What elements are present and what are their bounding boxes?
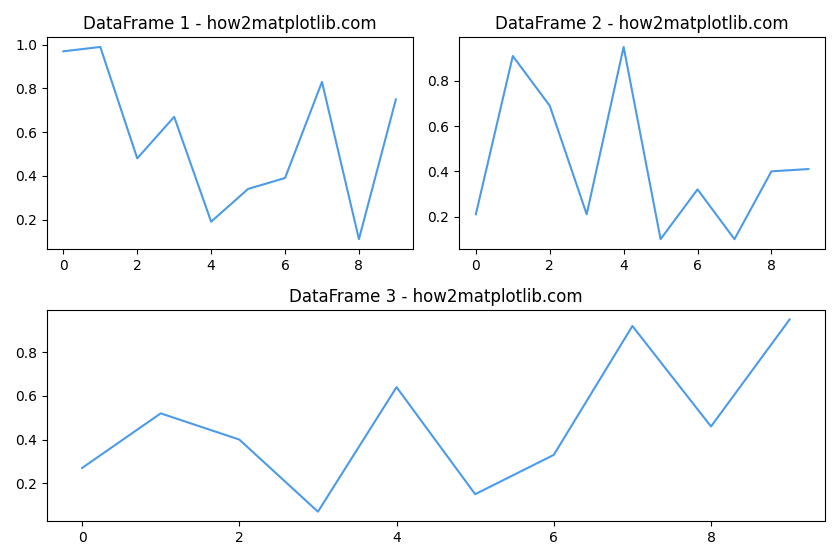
Title: DataFrame 2 - how2matplotlib.com: DataFrame 2 - how2matplotlib.com (496, 15, 789, 33)
Title: DataFrame 3 - how2matplotlib.com: DataFrame 3 - how2matplotlib.com (289, 287, 583, 306)
Title: DataFrame 1 - how2matplotlib.com: DataFrame 1 - how2matplotlib.com (83, 15, 376, 33)
